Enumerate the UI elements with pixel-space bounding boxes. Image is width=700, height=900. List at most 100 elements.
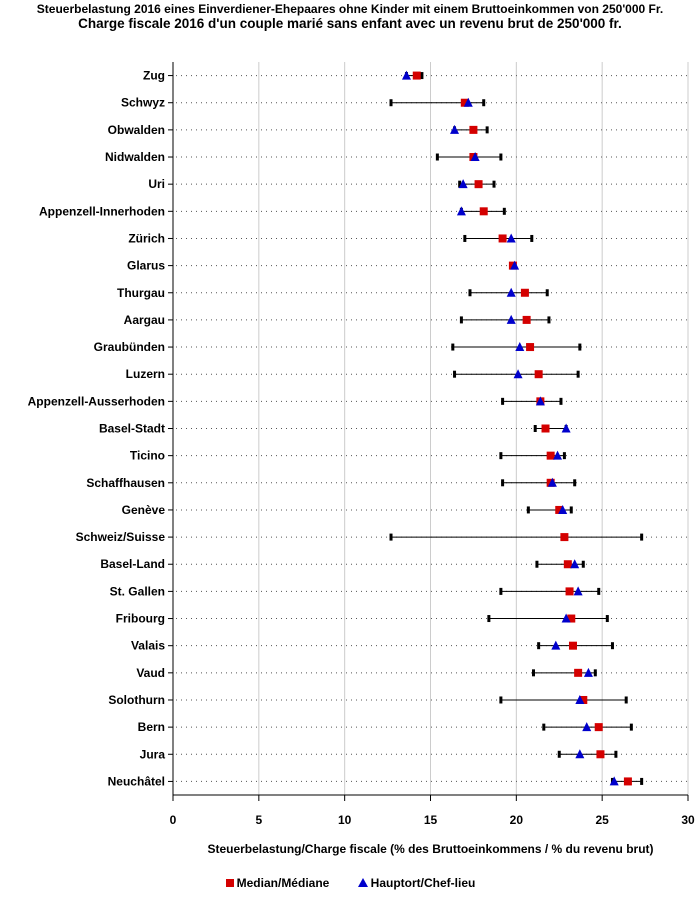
median-marker [479,207,488,216]
x-tick-label: 25 [595,813,609,827]
capital-marker [450,124,460,134]
legend-capital-label: Hauptort/Chef-lieu [370,876,476,890]
range-max-cap [559,397,563,405]
median-marker [567,614,576,623]
median-marker [520,288,529,297]
median-marker [541,424,550,433]
category-label: Aargau [124,313,165,327]
legend-median-swatch [225,879,234,887]
median-marker [555,505,564,514]
range-min-cap [468,289,472,297]
range-min-cap [499,587,503,595]
range-min-cap [463,234,467,242]
category-label: Appenzell-Ausserhoden [28,394,165,408]
legend-median-label: Median/Médiane [236,876,330,890]
range-min-cap [532,669,535,677]
category-label: Jura [140,747,166,761]
legend-capital-swatch [357,878,368,887]
range-min-cap [487,615,491,623]
capital-marker [506,233,516,243]
category-label: Schweiz/Suisse [76,530,166,544]
range-min-cap [458,180,462,188]
capital-marker [558,504,568,514]
median-marker [522,315,531,324]
capital-marker [575,694,585,704]
range-min-cap [501,479,505,487]
x-tick-label: 10 [338,813,352,827]
range-min-cap [526,506,530,514]
category-label: St. Gallen [110,584,165,598]
range-max-cap [547,316,551,324]
median-marker [596,750,605,759]
capital-marker [553,450,563,460]
capital-marker [561,423,571,433]
range-max-cap [485,126,489,134]
capital-marker [458,179,468,189]
x-axis-label: Steuerbelastung/Charge fiscale (% des Br… [207,842,654,856]
range-max-cap [576,370,580,378]
legend-item-median: Median/Médiane [225,876,330,890]
range-max-cap [605,615,609,623]
category-label: Genève [122,503,166,517]
range-min-cap [451,343,455,351]
median-marker [474,180,483,189]
capital-marker [570,559,580,569]
x-tick-label: 30 [681,813,695,827]
range-min-cap [537,642,541,650]
range-min-cap [499,452,503,460]
capital-marker [609,776,619,786]
category-label: Bern [138,720,165,734]
capital-marker [506,287,516,297]
median-marker [560,533,569,542]
capital-marker [582,722,592,732]
median-marker [623,777,632,786]
range-max-cap [624,696,628,704]
median-marker [594,723,603,732]
range-min-cap [501,397,505,405]
range-min-cap [435,153,439,161]
category-label: Solothurn [108,693,165,707]
range-min-cap [535,560,539,568]
capital-marker [456,206,466,216]
median-marker [460,98,469,107]
category-label: Schaffhausen [86,476,165,490]
median-marker [574,668,583,677]
median-marker [579,695,588,704]
category-label: Uri [148,177,165,191]
capital-marker [551,640,561,650]
median-marker [526,343,535,352]
range-min-cap [557,750,561,758]
capital-marker [575,749,585,759]
capital-marker [535,396,545,406]
range-max-cap [482,99,486,107]
range-min-cap [453,370,457,378]
range-max-cap [420,72,424,80]
legend: Median/Médiane Hauptort/Chef-lieu [0,876,700,890]
x-tick-label: 15 [424,813,438,827]
range-max-cap [593,669,597,677]
range-max-cap [499,153,503,161]
range-min-cap [459,316,463,324]
capital-marker [583,667,593,677]
range-max-cap [578,343,582,351]
category-label: Vaud [136,666,165,680]
chart-subtitle: Charge fiscale 2016 d'un couple marié sa… [78,16,622,31]
range-max-cap [562,452,566,460]
category-label: Zürich [128,231,165,245]
category-label: Obwalden [108,123,165,137]
category-label: Zug [143,69,165,83]
median-marker [568,641,577,650]
capital-marker [470,152,480,162]
category-label: Luzern [126,367,165,381]
capital-marker [573,586,583,596]
capital-marker [561,613,571,623]
category-label: Neuchâtel [108,774,165,788]
range-min-cap [542,723,546,731]
range-max-cap [640,777,644,785]
range-max-cap [573,479,577,487]
range-max-cap [545,289,549,297]
range-max-cap [581,560,585,568]
range-max-cap [530,234,534,242]
range-max-cap [629,723,633,731]
range-min-cap [499,696,503,704]
